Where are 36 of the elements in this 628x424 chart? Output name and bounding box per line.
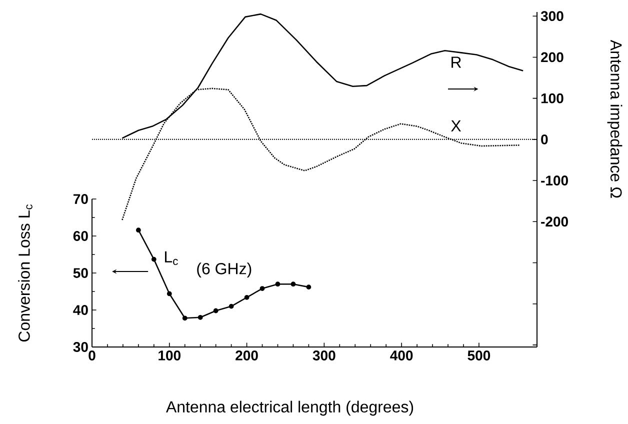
point [260,286,265,291]
point [306,284,312,290]
y-tick-label: 300 [540,11,564,22]
point [244,294,250,300]
x-tick-label: 400 [390,350,413,360]
y2-tick-label: 40 [73,305,88,315]
y-tick-label: -100 [541,176,568,186]
point [275,282,280,287]
x-tick-label: 0 [88,350,96,360]
x-tick-label: 100 [158,350,180,360]
series-label: L$_{c}$ [165,251,178,266]
point [136,228,141,233]
y2-tick-label: 70 [73,194,88,204]
series-label: X [451,120,462,132]
x-axis-title: Antenna electrical length (degrees) [166,400,414,416]
y-tick-label: -200 [541,216,568,227]
point [166,291,172,296]
point [198,314,203,320]
x-tick-label: 300 [312,350,336,360]
y2-axis-title: Conversion Loss L$_{c}$ [18,204,32,342]
y-tick-label: 100 [541,93,564,104]
point [228,304,234,309]
y2-tick-label: 60 [73,231,88,241]
point [213,308,218,314]
x-tick-label: 500 [468,350,490,360]
series-label: R [452,56,462,68]
y-tick-label: 0 [541,134,548,144]
annotation: (6 GHz) [197,262,252,278]
y2-tick-label: 30 [73,342,88,352]
point [151,256,156,262]
y-axis-title: Antenna impedance Ω [607,40,622,198]
point [182,316,188,321]
x-tick-label: 200 [236,350,258,360]
y-tick-label: 200 [541,52,564,62]
point [290,282,296,287]
y2-tick-label: 50 [73,268,88,278]
